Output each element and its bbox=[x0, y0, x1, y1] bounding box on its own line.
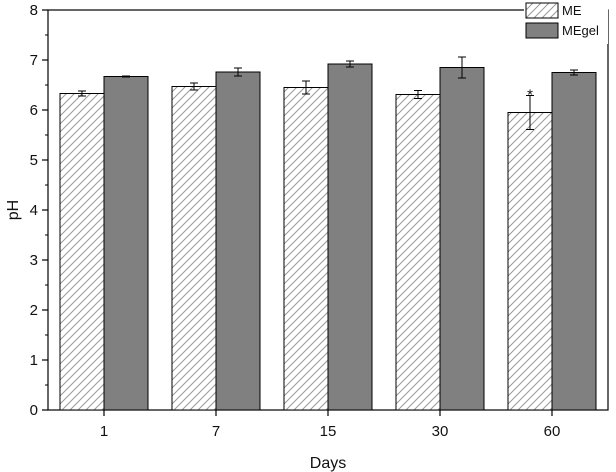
x-tick-label: 30 bbox=[432, 423, 449, 440]
y-axis: 0 1 2 3 4 5 6 7 8 bbox=[30, 2, 48, 419]
error-bar bbox=[458, 56, 466, 79]
error-bar bbox=[302, 80, 310, 95]
error-bar bbox=[526, 95, 534, 130]
y-tick-label: 5 bbox=[30, 152, 38, 169]
error-bar bbox=[78, 90, 86, 97]
bar-me-1 bbox=[59, 93, 105, 411]
x-axis: 1 7 15 30 60 bbox=[100, 410, 561, 440]
bar-megel-30 bbox=[439, 67, 485, 411]
bar-me-7 bbox=[171, 86, 217, 411]
legend-swatch-megel bbox=[525, 22, 559, 39]
bar-me-15 bbox=[283, 87, 329, 411]
y-tick-label: 4 bbox=[30, 202, 38, 219]
y-tick-label: 0 bbox=[30, 402, 38, 419]
bar-megel-15 bbox=[327, 63, 373, 411]
legend-swatch-me bbox=[525, 2, 559, 19]
legend-label-me: ME bbox=[562, 3, 582, 18]
x-tick-label: 15 bbox=[320, 423, 337, 440]
y-tick-label: 3 bbox=[30, 252, 38, 269]
error-bar bbox=[234, 67, 242, 77]
y-tick-label: 2 bbox=[30, 302, 38, 319]
y-tick-label: 1 bbox=[30, 352, 38, 369]
significance-marker: * bbox=[527, 87, 533, 104]
bar-megel-60 bbox=[551, 72, 597, 411]
legend-label-megel: MEgel bbox=[562, 23, 599, 38]
error-bar bbox=[346, 60, 354, 68]
y-tick-label: 6 bbox=[30, 102, 38, 119]
error-bar bbox=[190, 82, 198, 91]
y-tick-label: 8 bbox=[30, 2, 38, 19]
bar-me-60 bbox=[507, 112, 553, 411]
y-axis-title: pH bbox=[5, 200, 22, 220]
bars: * bbox=[59, 56, 597, 411]
legend: ME MEgel bbox=[524, 1, 608, 44]
error-bar bbox=[414, 90, 422, 99]
y-tick-label: 7 bbox=[30, 52, 38, 69]
x-tick-label: 7 bbox=[212, 423, 220, 440]
bar-me-30 bbox=[395, 94, 441, 411]
error-bar bbox=[122, 75, 130, 78]
x-axis-title: Days bbox=[310, 455, 346, 472]
bar-megel-7 bbox=[215, 71, 261, 411]
bar-megel-1 bbox=[103, 76, 149, 411]
x-tick-label: 60 bbox=[544, 423, 561, 440]
error-bar bbox=[570, 69, 578, 76]
x-tick-label: 1 bbox=[100, 423, 108, 440]
